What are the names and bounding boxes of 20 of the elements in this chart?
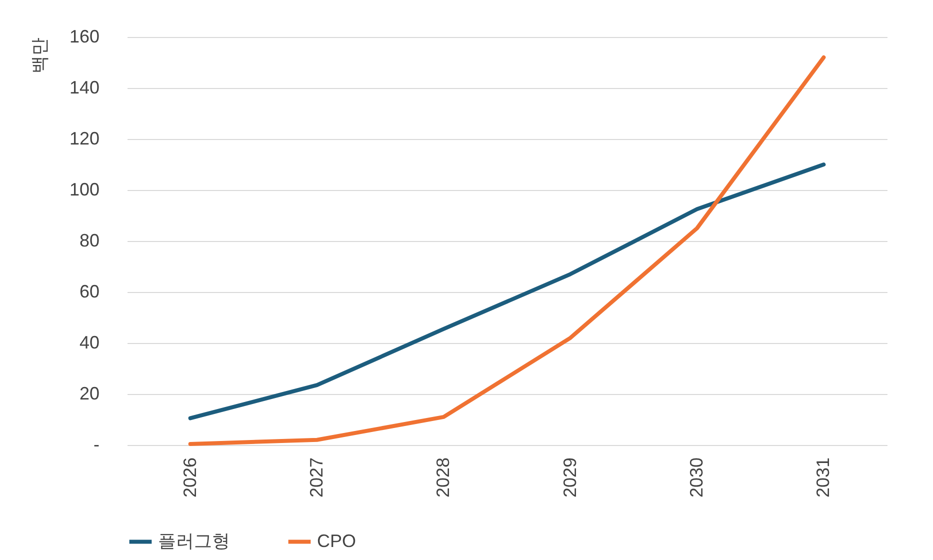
legend-label: CPO <box>317 530 356 551</box>
x-tick-label: 2027 <box>306 458 326 498</box>
line-series <box>188 162 826 420</box>
y-tick-label: 20 <box>79 384 100 404</box>
x-tick-label: 2026 <box>180 458 200 498</box>
x-tick-label: 2031 <box>813 458 834 498</box>
x-tick-label: 2029 <box>560 458 580 498</box>
y-tick-label: 60 <box>79 282 100 302</box>
y-tick-label: 40 <box>79 332 100 352</box>
y-tick-label: - <box>94 434 100 454</box>
y-tick-label: 120 <box>69 128 100 148</box>
legend-label: 플러그형 <box>158 530 230 551</box>
line-series <box>188 55 826 446</box>
y-axis-title: 백만 <box>29 38 50 74</box>
y-tick-label: 80 <box>79 230 100 250</box>
y-tick-label: 160 <box>69 26 100 46</box>
y-tick-label: 100 <box>69 180 100 200</box>
y-tick-label: 140 <box>69 78 100 98</box>
x-tick-label: 2028 <box>433 458 454 498</box>
x-tick-label: 2030 <box>686 458 706 498</box>
